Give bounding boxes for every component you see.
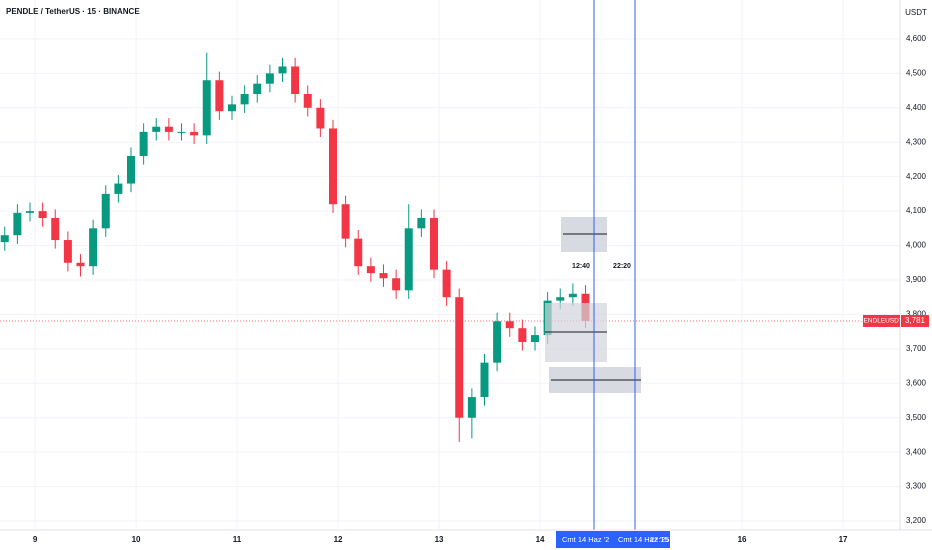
candle-body	[190, 131, 199, 136]
candle-body	[76, 262, 85, 267]
candle-body	[354, 238, 363, 267]
candle-body	[455, 297, 464, 418]
candle-body	[404, 228, 413, 291]
candle-body	[328, 128, 337, 205]
candle-body	[493, 321, 502, 363]
candle-body	[164, 126, 173, 132]
candle-body	[0, 235, 9, 243]
candle-body	[202, 80, 211, 136]
candles	[0, 52, 900, 442]
x-tick-label: 14	[536, 535, 545, 544]
y-tick-label: 4,100	[906, 206, 927, 215]
x-tick-label: 17	[839, 535, 848, 544]
candle-body	[568, 293, 577, 298]
time-label-box	[556, 531, 614, 548]
symbol-label-box	[863, 314, 900, 327]
annotation: 12:40	[572, 263, 590, 270]
candle-body	[291, 66, 300, 95]
candle-body	[51, 217, 60, 241]
y-tick-label: 4,200	[906, 172, 927, 181]
candle-body	[530, 335, 539, 342]
y-tick-label: 4,000	[906, 241, 927, 250]
candle-body	[366, 266, 375, 274]
y-tick-label: 3,200	[906, 516, 927, 525]
candle-body	[126, 156, 135, 184]
candle-body	[101, 193, 110, 229]
candle-body	[240, 94, 249, 105]
x-tick-label: 12	[334, 535, 343, 544]
candle-body	[227, 104, 236, 112]
x-tick-label: 13	[435, 535, 444, 544]
candle-body	[505, 321, 514, 329]
candle-body	[379, 273, 388, 279]
y-tick-label: 3,900	[906, 275, 927, 284]
candle-body	[467, 397, 476, 418]
currency-label: USDT	[905, 8, 927, 17]
candle-body	[316, 107, 325, 129]
candle-body	[341, 204, 350, 239]
candle-body	[177, 131, 186, 133]
candle-body	[152, 126, 161, 132]
candle-body	[392, 278, 401, 291]
candle-body	[89, 228, 98, 267]
candle-body	[303, 94, 312, 108]
candle-body	[25, 211, 34, 213]
candle-body	[442, 269, 451, 298]
x-tick-label: 9	[33, 535, 38, 544]
x-tick-label: 10	[132, 535, 141, 544]
y-tick-label: 3,300	[906, 482, 927, 491]
x-tick-label: 11	[233, 535, 242, 544]
symbol-label: PENDLEUSDT	[859, 318, 903, 325]
chart-title: PENDLE / TetherUS · 15 · BINANCE	[6, 7, 140, 16]
y-tick-label: 4,600	[906, 34, 927, 43]
y-tick-label: 4,300	[906, 137, 927, 146]
x-tick-label: 16	[738, 535, 747, 544]
y-tick-label: 3,400	[906, 447, 927, 456]
time-label: Cmt 14 Haz '25	[618, 535, 669, 544]
candle-body	[518, 328, 527, 342]
y-tick-label: 4,400	[906, 103, 927, 112]
last-price-label: 3,781	[905, 316, 926, 325]
y-tick-label: 4,500	[906, 68, 927, 77]
axes: 3,200 3,300 3,400 3,500 3,600 3,700 3,800 3,900…	[33, 34, 929, 544]
y-tick-label: 3,600	[906, 378, 927, 387]
candle-body	[215, 80, 224, 112]
candle-body	[13, 212, 22, 236]
time-label: Cmt 14 Haz '2	[562, 535, 609, 544]
candle-body	[278, 66, 287, 74]
grid	[0, 0, 900, 530]
y-tick-label: 3,700	[906, 344, 927, 353]
candle-body	[417, 217, 426, 229]
time-label-box	[614, 531, 670, 548]
candle-body	[253, 83, 262, 95]
annotation: 22:20	[613, 263, 631, 270]
y-tick-label: 3,500	[906, 413, 927, 422]
candle-body	[429, 217, 438, 270]
last-price-box	[901, 314, 929, 327]
candle-body	[556, 297, 565, 301]
candle-body	[63, 240, 72, 263]
time-label: 22:15	[650, 535, 669, 544]
candle-body	[139, 131, 148, 157]
candle-body	[265, 73, 274, 84]
candle-body	[480, 362, 489, 398]
candle-body	[38, 211, 47, 218]
y-tick-label: 3,800	[906, 310, 927, 319]
candle-body	[114, 183, 123, 194]
